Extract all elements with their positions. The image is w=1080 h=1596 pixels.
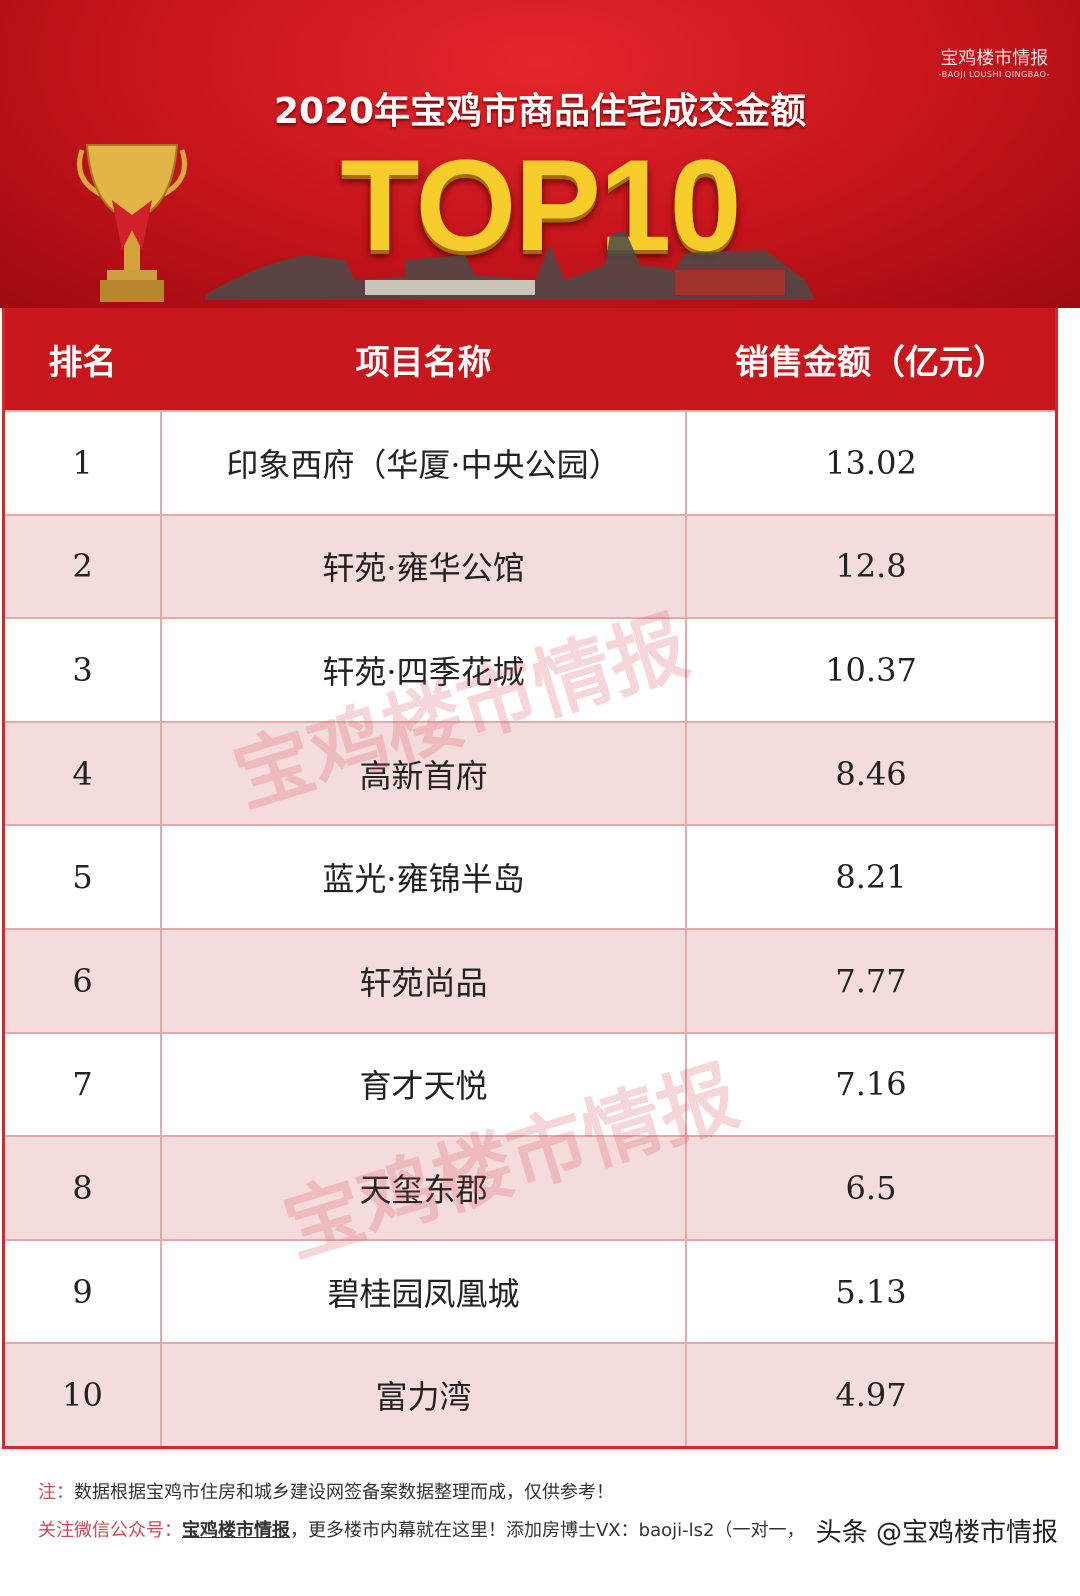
table-row: 9 碧桂园凤凰城 5.13 (5, 1238, 1055, 1343)
project-name-cell: 育才天悦 (160, 1033, 687, 1136)
table-row: 2 轩苑·雍华公馆 12.8 (5, 513, 1055, 618)
rank-cell: 5 (72, 858, 93, 897)
footer-follow: 关注微信公众号：宝鸡楼市情报，更多楼市内幕就在这里！添加房博士VX：baoji-… (38, 1516, 804, 1542)
table-row: 4 高新首府 8.46 (5, 720, 1055, 825)
table-header: 排名 项目名称 销售金额（亿元） (5, 308, 1055, 410)
table-row: 5 蓝光·雍锦半岛 8.21 (5, 824, 1055, 928)
amount-cell: 8.46 (835, 754, 907, 793)
banner: 宝鸡楼市情报 -BAOJI LOUSHI QINGBAO- 2020年宝鸡市商品… (0, 0, 1080, 308)
rank-cell: 8 (72, 1168, 93, 1207)
table-row: 1 印象西府（华厦·中央公园） 13.02 (5, 410, 1055, 514)
project-name-cell: 轩苑·四季花城 (160, 619, 687, 721)
note-text: 数据根据宝鸡市住房和城乡建设网签备案数据整理而成，仅供参考！ (74, 1482, 614, 1503)
rank-cell: 10 (62, 1376, 103, 1415)
table-row: 6 轩苑尚品 7.77 (5, 927, 1055, 1032)
project-name-cell: 轩苑·雍华公馆 (160, 515, 687, 618)
note-label: 注： (38, 1482, 74, 1503)
city-skyline-illustration (205, 230, 815, 300)
amount-cell: 4.97 (835, 1376, 907, 1415)
ranking-table: 排名 项目名称 销售金额（亿元） 1 印象西府（华厦·中央公园） 13.02 2 轩苑·… (2, 308, 1058, 1449)
rank-cell: 2 (72, 547, 93, 586)
brand-name: 宝鸡楼市情报 (940, 48, 1049, 69)
rank-cell: 7 (72, 1065, 93, 1104)
amount-cell: 6.5 (845, 1168, 897, 1207)
brand-logo: 宝鸡楼市情报 -BAOJI LOUSHI QINGBAO- (939, 44, 1050, 79)
footer-note: 注：数据根据宝鸡市住房和城乡建设网签备案数据整理而成，仅供参考！ (38, 1478, 614, 1504)
trophy-icon (77, 144, 187, 302)
rank-cell: 3 (72, 650, 93, 689)
amount-cell: 10.37 (825, 650, 917, 689)
table-row: 8 天玺东郡 6.5 (5, 1135, 1055, 1239)
amount-cell: 7.16 (835, 1065, 907, 1104)
amount-cell: 7.77 (835, 961, 907, 1000)
amount-cell: 5.13 (835, 1272, 907, 1311)
project-name-cell: 蓝光·雍锦半岛 (160, 826, 687, 928)
follow-text: ，更多楼市内幕就在这里！添加房博士VX：baoji-ls2（一对一， (290, 1520, 805, 1541)
project-name-cell: 轩苑尚品 (160, 929, 687, 1032)
project-name-cell: 印象西府（华厦·中央公园） (160, 412, 687, 514)
toutiao-watermark: 头条 @宝鸡楼市情报 (815, 1518, 1058, 1548)
table-row: 7 育才天悦 7.16 (5, 1031, 1055, 1136)
header-project-name: 项目名称 (355, 342, 492, 383)
amount-cell: 13.02 (825, 443, 917, 482)
rank-cell: 1 (72, 443, 93, 482)
page-title: 2020年宝鸡市商品住宅成交金额 (273, 91, 807, 132)
project-name-cell: 天玺东郡 (160, 1137, 687, 1239)
project-name-cell: 富力湾 (160, 1344, 687, 1446)
project-name-cell: 碧桂园凤凰城 (160, 1240, 687, 1343)
rank-cell: 4 (72, 754, 93, 793)
table-row: 10 富力湾 4.97 (5, 1342, 1055, 1446)
amount-cell: 8.21 (835, 858, 907, 897)
top10-heading: TOP10 (340, 132, 742, 278)
rank-cell: 6 (72, 961, 93, 1000)
brand-name-en: -BAOJI LOUSHI QINGBAO- (938, 70, 1050, 79)
account-link[interactable]: 宝鸡楼市情报 (182, 1520, 290, 1541)
follow-label: 关注微信公众号： (38, 1520, 182, 1541)
table-row: 3 轩苑·四季花城 10.37 (5, 617, 1055, 721)
amount-cell: 12.8 (835, 547, 907, 586)
rank-cell: 9 (72, 1272, 93, 1311)
project-name-cell: 高新首府 (160, 722, 687, 825)
header-sales-amount: 销售金额（亿元） (735, 342, 1007, 383)
header-rank: 排名 (48, 342, 117, 383)
